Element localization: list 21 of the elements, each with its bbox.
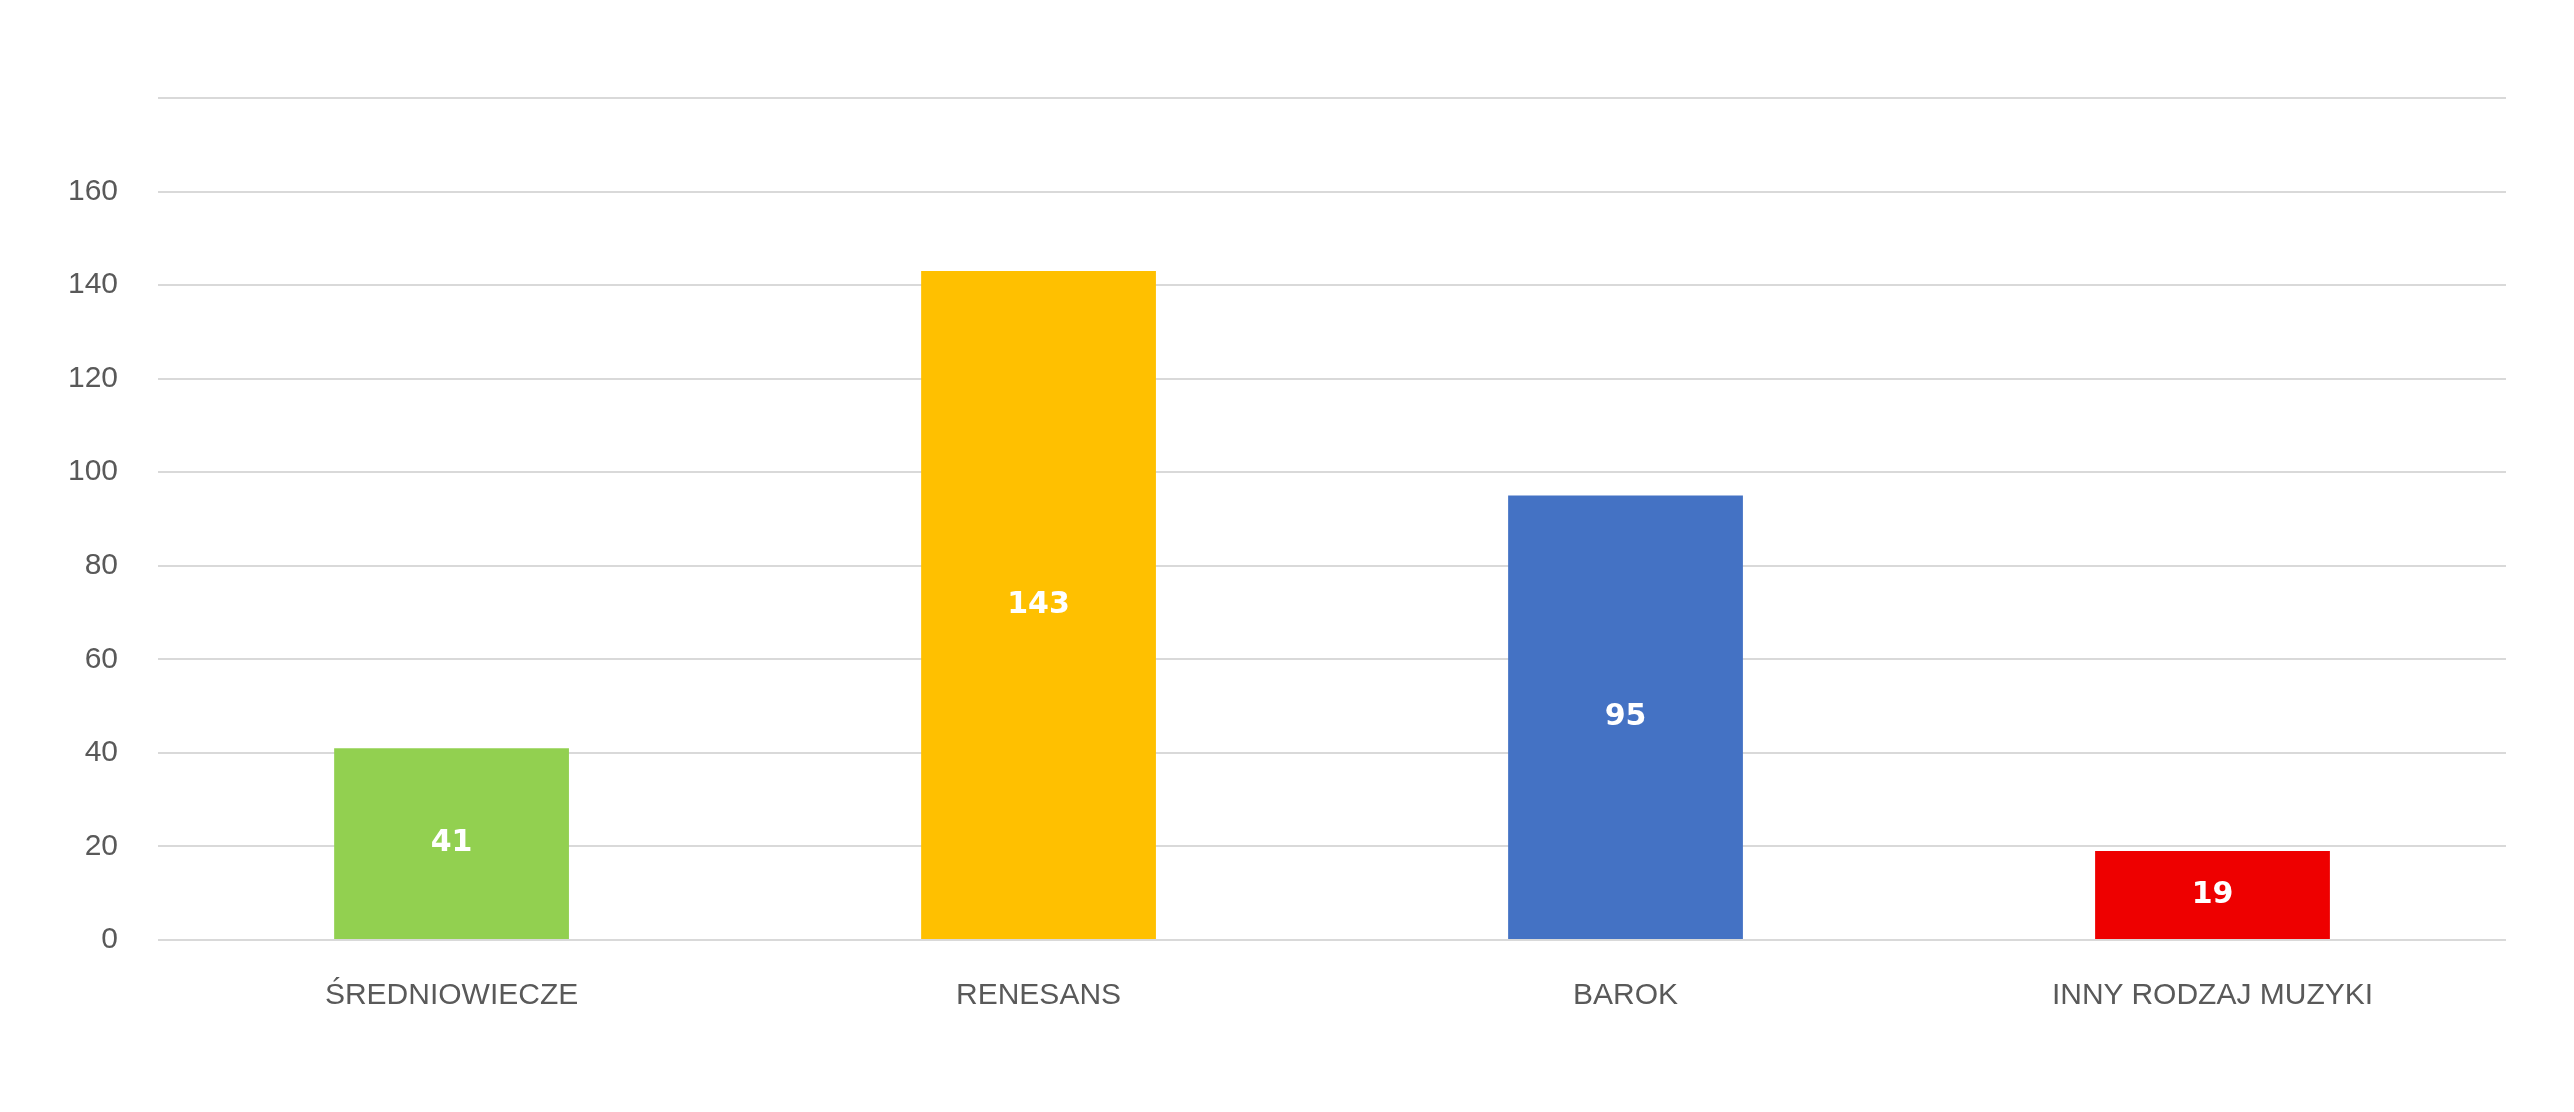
y-tick-label: 20	[84, 827, 119, 861]
x-tick-label: BAROK	[1573, 977, 1679, 1011]
y-tick-label: 140	[67, 266, 119, 300]
y-tick-label: 100	[67, 453, 119, 487]
bar	[334, 748, 569, 939]
y-tick-label: 40	[84, 734, 119, 768]
x-tick-label: INNY RODZAJ MUZYKI	[2051, 977, 2374, 1011]
x-tick-label: RENESANS	[956, 977, 1122, 1011]
data-label: 95	[1604, 697, 1647, 733]
bar	[921, 271, 1156, 939]
x-tick-label: ŚREDNIOWIECZE	[324, 977, 579, 1011]
y-tick-label: 0	[101, 921, 119, 955]
y-tick-label: 60	[84, 640, 119, 674]
data-label: 143	[1007, 584, 1070, 620]
y-tick-label: 80	[84, 547, 119, 581]
y-tick-label: 120	[67, 359, 119, 393]
y-tick-label: 160	[67, 172, 119, 206]
bar	[2095, 851, 2330, 939]
data-label: 41	[430, 823, 473, 859]
bar	[1508, 495, 1743, 939]
data-label: 19	[2191, 874, 2234, 910]
